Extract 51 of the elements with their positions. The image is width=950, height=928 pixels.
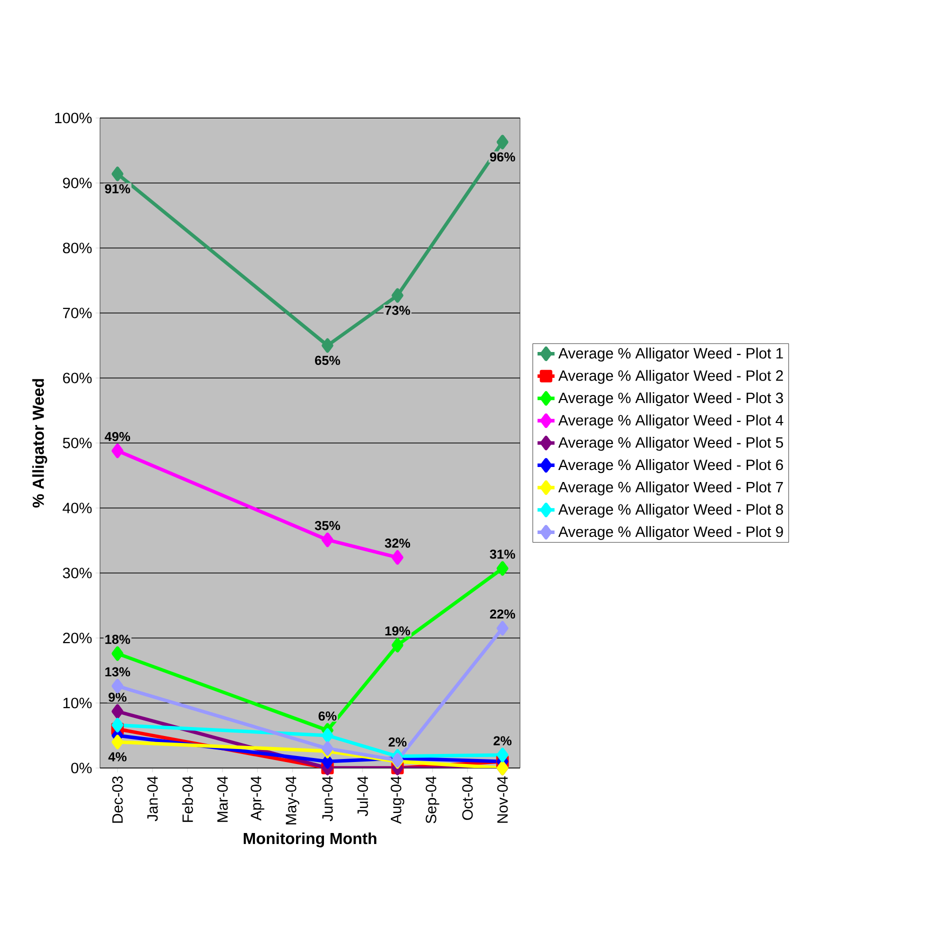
legend-label: Average % Alligator Weed - Plot 6 <box>558 459 783 474</box>
legend-label: Average % Alligator Weed - Plot 2 <box>558 370 783 384</box>
legend-label: Average % Alligator Weed - Plot 8 <box>558 504 783 518</box>
data-label: 73% <box>385 306 410 315</box>
x-tick-label: Apr-04 <box>250 776 264 821</box>
y-tick-label: 70% <box>63 308 92 318</box>
legend-label: Average % Alligator Weed - Plot 3 <box>558 392 783 406</box>
x-tick-label: May-04 <box>286 776 300 824</box>
data-label: 18% <box>105 634 130 644</box>
data-label: 35% <box>314 521 340 530</box>
data-label: 4% <box>108 752 127 762</box>
x-tick-label: Jun-04 <box>322 776 333 822</box>
data-label: 31% <box>490 550 516 559</box>
y-axis-title: % Alligator Weed <box>32 379 48 508</box>
data-label: 49% <box>104 432 130 442</box>
data-label: 13% <box>105 667 130 676</box>
y-tick-label: 20% <box>63 632 92 644</box>
x-tick-label: Sep-04 <box>426 776 440 824</box>
data-label: 2% <box>388 738 407 747</box>
legend-label: Average % Alligator Weed - Plot 7 <box>558 481 783 496</box>
legend-label: Average % Alligator Weed - Plot 1 <box>558 348 783 362</box>
x-tick-label: Aug-04 <box>390 776 404 824</box>
data-label: 6% <box>318 711 337 721</box>
data-label: 2% <box>494 736 512 746</box>
y-tick-label: 0% <box>71 762 92 774</box>
x-tick-label: Jan-04 <box>147 776 158 822</box>
y-tick-label: 100% <box>55 112 92 124</box>
x-tick-label: Jul-04 <box>357 776 368 816</box>
x-tick-label: Mar-04 <box>217 776 228 822</box>
y-tick-label: 30% <box>62 568 92 578</box>
y-tick-label: 40% <box>62 502 92 514</box>
data-label: 65% <box>315 356 340 365</box>
y-tick-label: 80% <box>62 242 92 254</box>
x-tick-label: Feb-04 <box>182 776 193 822</box>
x-tick-label: Oct-04 <box>462 776 473 820</box>
legend-label: Average % Alligator Weed - Plot 9 <box>558 526 783 540</box>
x-tick-label: Nov-04 <box>497 776 508 823</box>
y-tick-label: 50% <box>62 438 92 448</box>
data-label: 22% <box>490 609 516 619</box>
legend-label: Average % Alligator Weed - Plot 4 <box>558 414 784 428</box>
x-tick-label: Dec-03 <box>112 776 123 823</box>
y-tick-label: 10% <box>63 698 92 708</box>
data-label: 96% <box>490 152 516 162</box>
data-label: 19% <box>385 626 410 636</box>
y-tick-label: 90% <box>63 178 92 188</box>
data-label: 91% <box>104 184 130 194</box>
data-label: 9% <box>108 692 127 702</box>
legend-label: Average % Alligator Weed - Plot 5 <box>558 436 784 451</box>
y-tick-label: 60% <box>63 372 92 384</box>
x-axis-title: Monitoring Month <box>244 832 376 848</box>
data-label: 32% <box>384 538 410 548</box>
